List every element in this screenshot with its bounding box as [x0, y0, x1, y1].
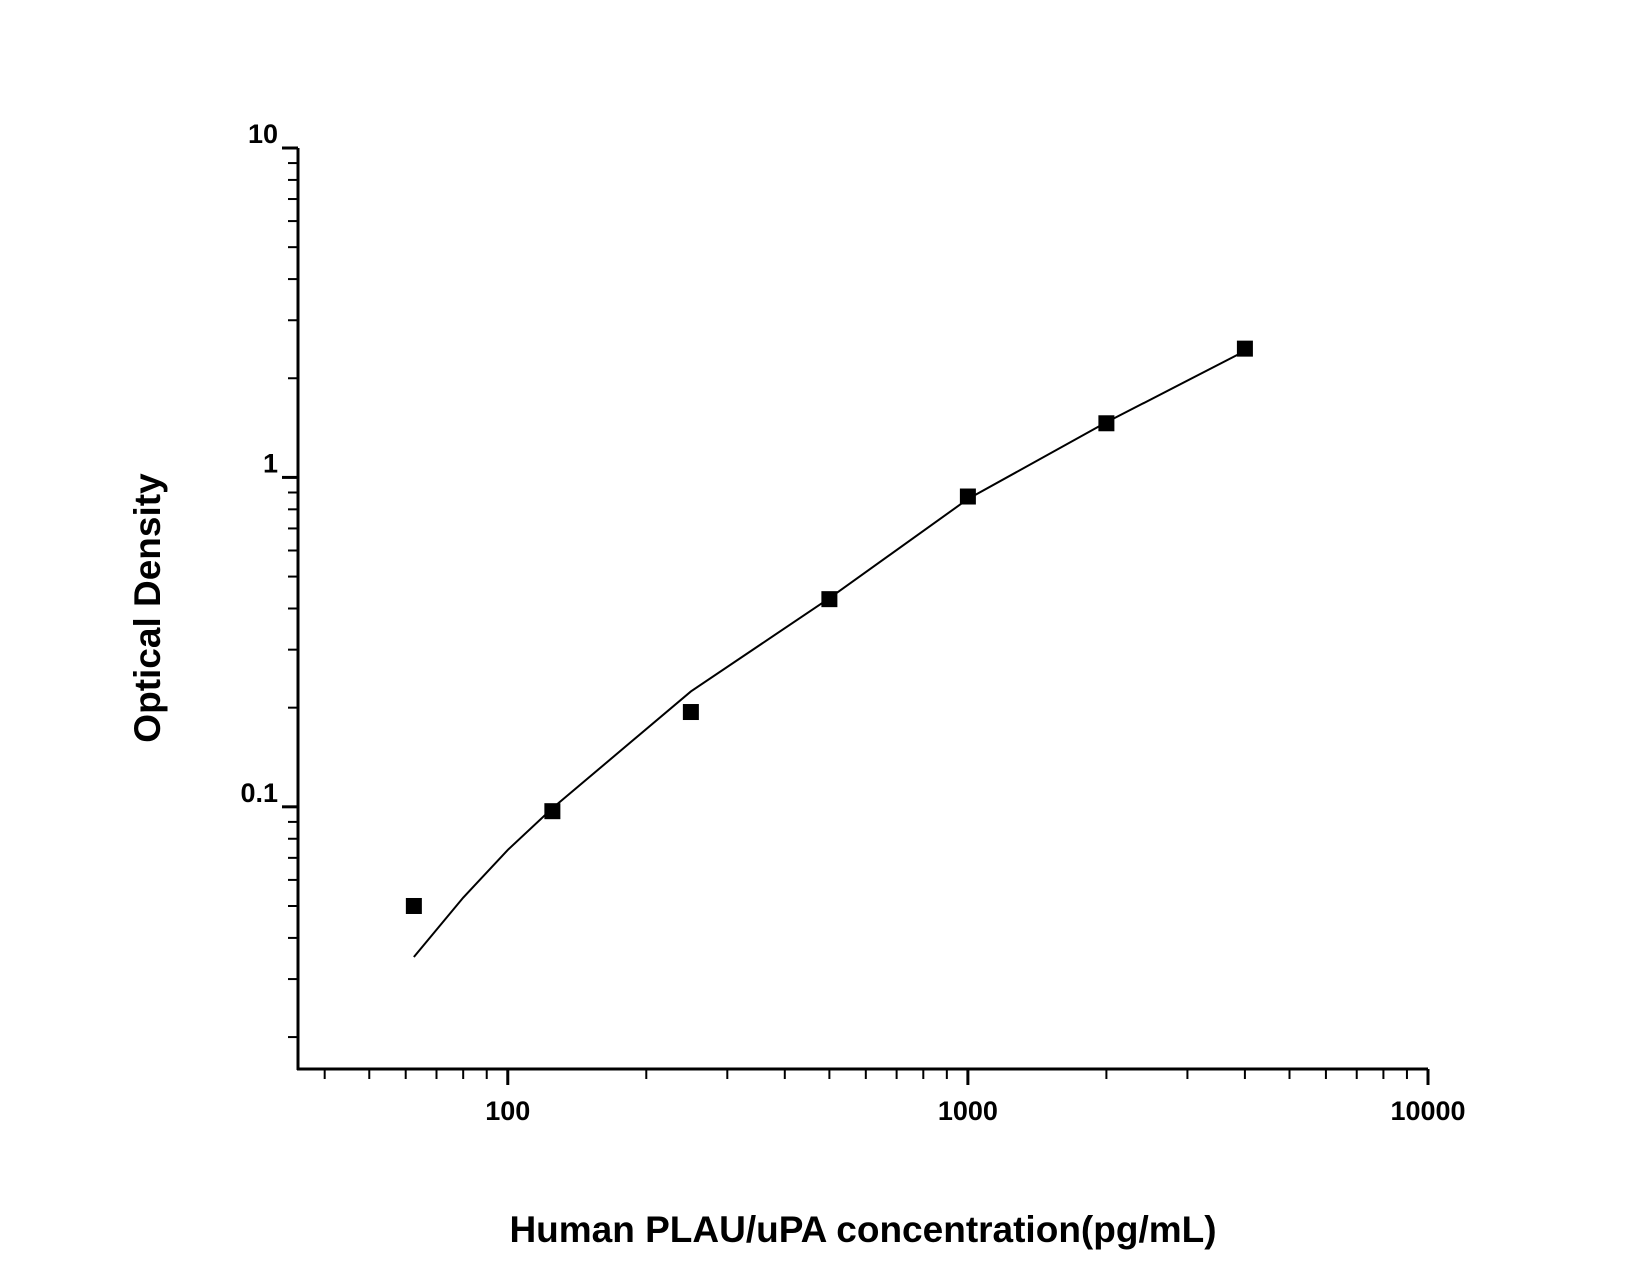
data-point: [959, 488, 976, 505]
y-tick-label: 1: [263, 449, 278, 479]
y-tick-label: 10: [248, 119, 278, 149]
x-axis-title: Human PLAU/uPA concentration(pg/mL): [509, 1209, 1216, 1250]
data-point: [405, 897, 422, 914]
data-point: [544, 803, 561, 820]
x-tick-label: 1000: [938, 1096, 998, 1126]
x-tick-label: 100: [485, 1096, 530, 1126]
fit-curve: [413, 350, 1246, 958]
x-tick-label: 10000: [1390, 1096, 1465, 1126]
y-axis-title: Optical Density: [127, 473, 168, 743]
y-tick-label: 0.1: [240, 778, 278, 808]
data-point: [682, 704, 699, 721]
